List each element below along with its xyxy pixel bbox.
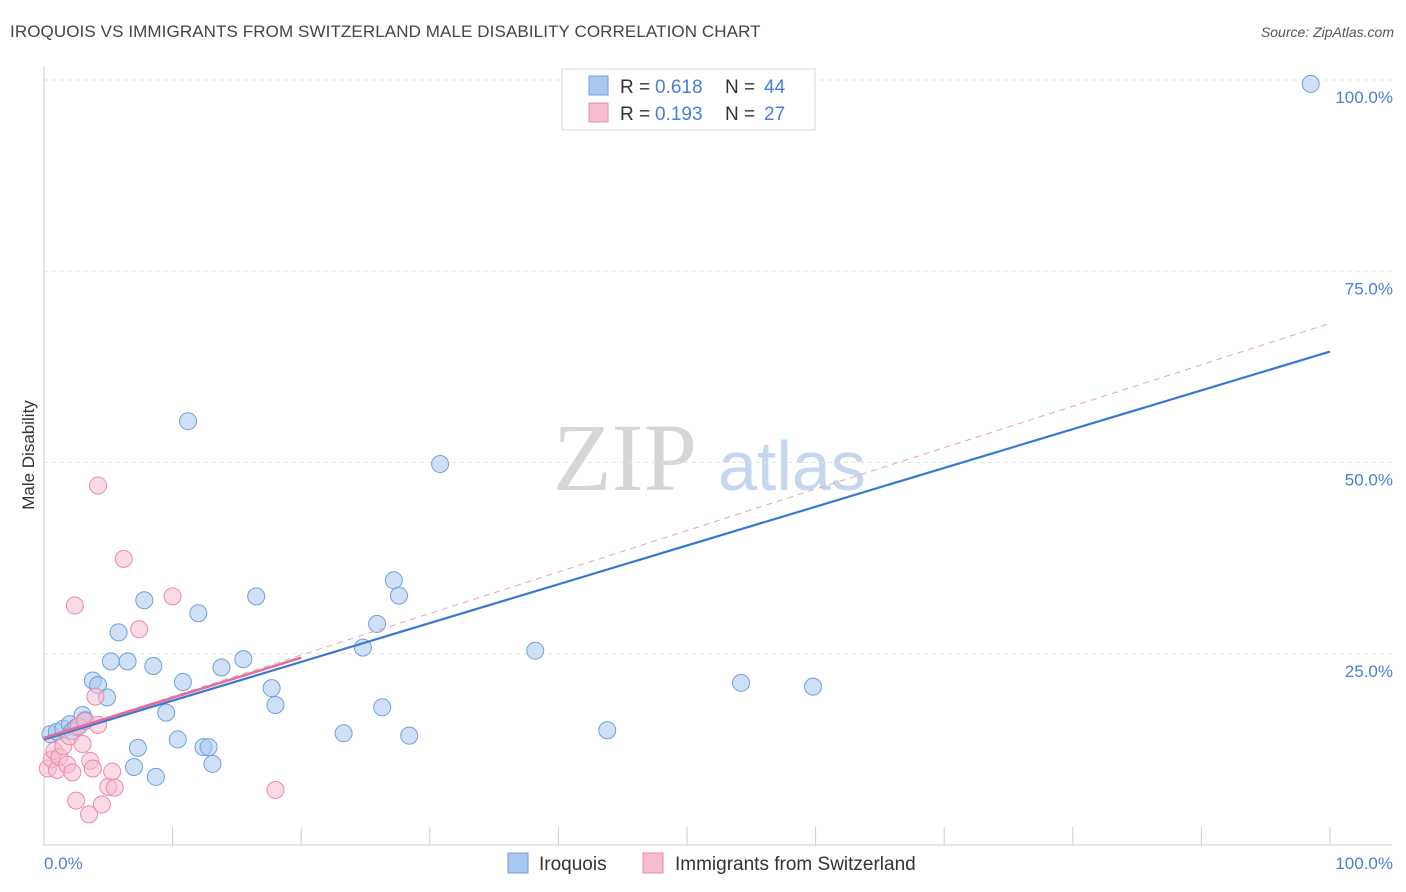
r-label: R = — [620, 104, 650, 125]
y-axis-label: Male Disability — [19, 400, 38, 510]
iroquois-point — [732, 673, 751, 692]
iroquois-point — [526, 641, 545, 660]
legend-label-iroquois: Iroquois — [539, 854, 607, 875]
switzerland-point — [73, 735, 92, 754]
iroquois-point — [125, 757, 144, 776]
iroquois-point — [212, 658, 231, 677]
gridlines — [44, 79, 1392, 655]
legend-item-switzerland: Immigrants from Switzerland — [642, 852, 916, 875]
switzerland-point — [63, 763, 82, 782]
legend-item-iroquois: Iroquois — [507, 852, 607, 875]
n-value: 27 — [764, 104, 785, 125]
tick-labels: 100.0% 75.0% 50.0% 25.0% 0.0% 100.0% — [44, 88, 1393, 873]
iroquois-point — [389, 586, 408, 605]
n-label: N = — [725, 104, 755, 125]
switzerland-point — [80, 805, 99, 824]
r-label: R = — [620, 77, 650, 98]
iroquois-point — [144, 656, 163, 675]
r-value: 0.193 — [655, 104, 703, 125]
iroquois-point — [128, 738, 147, 757]
switzerland-point — [67, 791, 86, 810]
iroquois-point — [1301, 74, 1320, 93]
iroquois-point — [179, 412, 198, 431]
switzerland-point — [103, 762, 122, 781]
iroquois-point — [135, 591, 154, 610]
iroquois-point — [203, 754, 222, 773]
data-points — [38, 74, 1320, 824]
y-tick-label: 75.0% — [1345, 279, 1393, 298]
trend-lines — [43, 322, 1331, 741]
switzerland-point — [163, 587, 182, 606]
stats-legend: R = 0.618 N = 44 R = 0.193 N = 27 — [561, 68, 816, 131]
r-value: 0.618 — [655, 77, 703, 98]
legend-swatch-switzerland — [642, 852, 664, 874]
switzerland-trend-line — [43, 656, 302, 740]
iroquois-point — [118, 652, 137, 671]
watermark: ZIP atlas — [553, 404, 866, 511]
iroquois-point — [146, 767, 165, 786]
n-value: 44 — [764, 77, 786, 98]
iroquois-trend-line — [43, 350, 1331, 741]
y-tick-label: 50.0% — [1345, 471, 1393, 490]
iroquois-point — [262, 679, 281, 698]
iroquois-point — [199, 738, 218, 757]
legend-label-switzerland: Immigrants from Switzerland — [675, 854, 916, 875]
y-tick-label: 25.0% — [1345, 662, 1393, 681]
switzerland-point — [89, 476, 108, 495]
iroquois-point — [400, 726, 419, 745]
switzerland-swatch — [588, 102, 609, 123]
legend-swatch-iroquois — [507, 852, 529, 874]
iroquois-point — [234, 650, 253, 669]
iroquois-point — [247, 587, 266, 606]
iroquois-point — [266, 696, 285, 715]
switzerland-point — [266, 780, 285, 799]
source-credit: Source: ZipAtlas.com — [1260, 24, 1394, 40]
axes — [43, 66, 1392, 846]
chart-title: IROQUOIS VS IMMIGRANTS FROM SWITZERLAND … — [10, 22, 761, 41]
iroquois-point — [368, 614, 387, 633]
stats-legend-row-switzerland: R = 0.193 N = 27 — [588, 102, 785, 125]
n-label: N = — [725, 77, 755, 98]
iroquois-point — [334, 724, 353, 743]
switzerland-point — [65, 596, 84, 615]
switzerland-point — [105, 778, 124, 797]
switzerland-point — [130, 620, 149, 639]
iroquois-point — [109, 623, 128, 642]
iroquois-point — [173, 673, 192, 692]
y-tick-label: 100.0% — [1335, 88, 1393, 107]
iroquois-point — [431, 455, 450, 474]
iroquois-point — [189, 604, 208, 623]
switzerland-point — [86, 687, 105, 706]
switzerland-point — [92, 795, 111, 814]
iroquois-swatch — [588, 75, 609, 96]
stats-legend-row-iroquois: R = 0.618 N = 44 — [588, 75, 786, 98]
x-tick-label-left: 0.0% — [44, 854, 83, 873]
iroquois-point — [598, 721, 617, 740]
iroquois-point — [804, 677, 823, 696]
switzerland-point — [83, 759, 102, 778]
switzerland-point — [114, 549, 133, 568]
iroquois-point — [373, 698, 392, 717]
iroquois-point — [168, 730, 187, 749]
iroquois-point — [157, 703, 176, 722]
iroquois-point — [384, 571, 403, 590]
series-legend: Iroquois Immigrants from Switzerland — [507, 852, 916, 875]
iroquois-point — [101, 652, 120, 671]
switzerland-trend-extension — [43, 322, 1331, 739]
watermark-zip: ZIP — [553, 404, 697, 511]
watermark-atlas: atlas — [718, 427, 866, 505]
x-tick-label-right: 100.0% — [1335, 854, 1393, 873]
